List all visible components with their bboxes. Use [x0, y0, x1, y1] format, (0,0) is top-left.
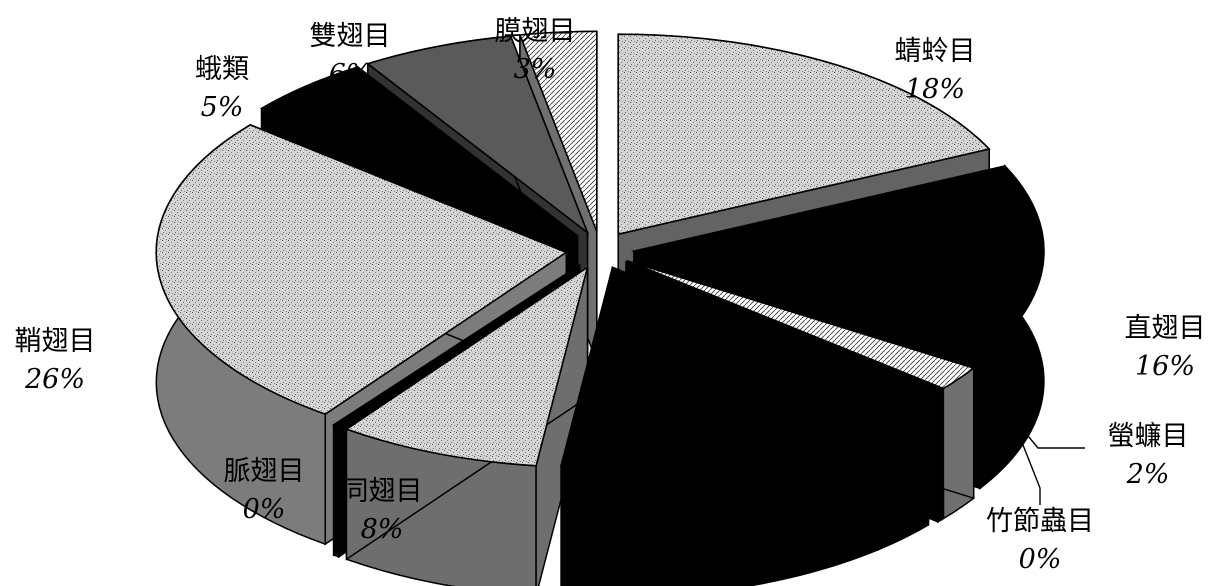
- slice-label-percent: 16%: [1135, 351, 1195, 382]
- slice-label-percent: 6%: [329, 59, 372, 90]
- slice-label-name: 脈翅目: [224, 456, 305, 487]
- slice-label-3: 竹節蟲目 0%: [986, 411, 1094, 575]
- slice-label-name: 螢蠊目: [1108, 421, 1189, 452]
- slice-label-name: 蜻蛉目: [895, 36, 976, 67]
- slice-label-percent: 0%: [243, 494, 286, 525]
- slice-label-0: 蜻蛉目 18%: [895, 36, 976, 105]
- pie-slice-top-7: [155, 123, 568, 416]
- pie-slice-4: [560, 266, 931, 586]
- slice-label-percent: 18%: [905, 74, 965, 105]
- slice-label-2: 螢蠊目 2%: [1007, 411, 1189, 490]
- pie-slice-top-10: [518, 30, 598, 232]
- slice-label-name: 鞘翅目: [15, 326, 96, 357]
- slice-label-name: 竹節蟲目: [986, 506, 1094, 537]
- leader-line: [1007, 411, 1085, 449]
- slice-label-name: 半翅目: [823, 476, 904, 507]
- slice-label-percent: 3%: [514, 54, 557, 85]
- pie-slice-top-0: [617, 33, 991, 236]
- slice-label-name: 同翅目: [342, 476, 423, 507]
- pie-slice-top-6: [331, 264, 581, 428]
- pie-slice-top-4: [560, 266, 931, 469]
- slice-label-percent: 16%: [833, 514, 893, 545]
- pie-slice-top-3: [625, 261, 944, 393]
- pie-slice-top-1: [630, 165, 1045, 360]
- slice-label-5: 同翅目 8%: [342, 476, 423, 545]
- pie-slice-top-2: [627, 260, 976, 390]
- slice-label-9: 雙翅目 6%: [310, 21, 391, 90]
- slice-label-7: 鞘翅目 26%: [15, 326, 96, 395]
- slice-label-name: 膜翅目: [495, 16, 576, 47]
- slice-label-percent: 8%: [361, 514, 404, 545]
- slice-label-percent: 2%: [1126, 459, 1170, 490]
- slice-label-1: 直翅目 16%: [1125, 313, 1206, 382]
- slice-label-10: 膜翅目 3%: [495, 16, 576, 85]
- slice-label-name: 直翅目: [1125, 313, 1206, 344]
- pie-slice-top-9: [366, 35, 590, 235]
- slice-label-percent: 5%: [201, 92, 244, 123]
- slice-label-name: 蛾類: [195, 54, 249, 85]
- slice-label-6: 脈翅目 0%: [224, 456, 305, 525]
- pie-slice-top-5: [344, 265, 589, 467]
- slice-label-percent: 0%: [1019, 544, 1062, 575]
- pie-slice-5: [344, 265, 589, 586]
- pie-slices: [155, 30, 1045, 586]
- slice-labels: 蜻蛉目 18% 直翅目 16% 螢蠊目 2% 竹節蟲目 0% 半翅目 16% 同翅目 8% 脈翅目 0% 鞘…: [15, 16, 1206, 575]
- slice-label-percent: 26%: [24, 364, 85, 395]
- slice-label-name: 雙翅目: [310, 21, 391, 52]
- pie-slice-top-8: [259, 66, 579, 237]
- slice-label-4: 半翅目 16%: [823, 476, 904, 545]
- leader-line: [1009, 411, 1041, 505]
- slice-label-8: 蛾類 5%: [195, 54, 249, 123]
